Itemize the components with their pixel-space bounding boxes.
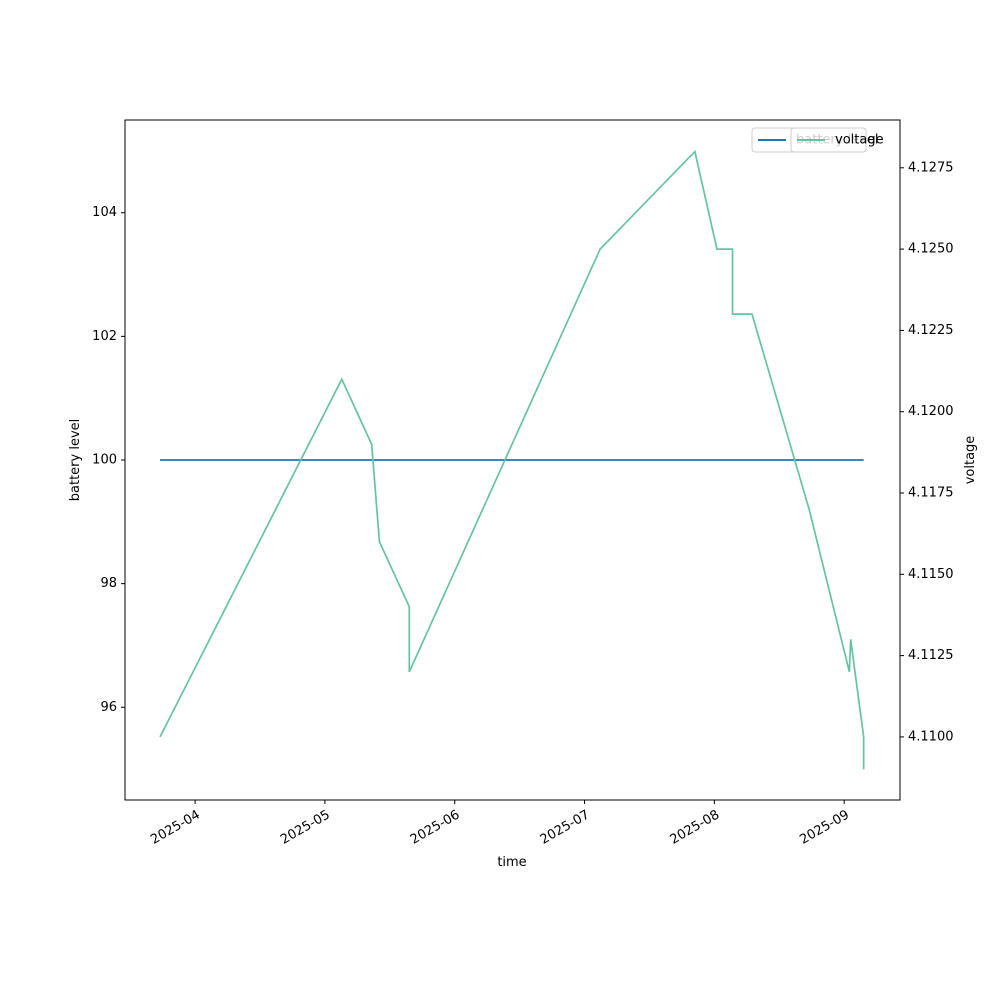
x-tick-label: 2025-05 xyxy=(278,808,333,848)
y-tick-label: 104 xyxy=(92,205,117,220)
y-axis-label: battery level xyxy=(68,419,83,502)
y2-tick-label: 4.1150 xyxy=(908,567,954,582)
y-tick-label: 102 xyxy=(92,329,117,344)
y2-tick-label: 4.1175 xyxy=(908,486,954,501)
plot-frame xyxy=(124,119,901,801)
y2-tick-label: 4.1100 xyxy=(908,729,954,744)
y-tick-label: 100 xyxy=(92,453,117,468)
legend-label: voltage xyxy=(835,133,884,148)
x-tick-label: 2025-09 xyxy=(797,808,852,848)
y-tick-label: 96 xyxy=(100,700,117,715)
legend: voltage xyxy=(790,127,884,153)
y2-tick-label: 4.1250 xyxy=(908,242,954,257)
y2-tick-label: 4.1275 xyxy=(908,160,954,175)
x-tick-label: 2025-08 xyxy=(668,808,723,848)
y-tick-label: 98 xyxy=(100,576,117,591)
series-line xyxy=(159,149,865,770)
x-tick-label: 2025-06 xyxy=(408,808,463,848)
x-tick-label: 2025-04 xyxy=(148,808,203,848)
x-tick-label: 2025-07 xyxy=(538,808,593,848)
y2-axis-label: voltage xyxy=(963,436,978,485)
y2-tick-label: 4.1125 xyxy=(908,648,954,663)
x-axis-label: time xyxy=(497,855,526,870)
legend-box xyxy=(790,127,867,153)
y2-tick-label: 4.1225 xyxy=(908,323,954,338)
y2-tick-label: 4.1200 xyxy=(908,404,954,419)
